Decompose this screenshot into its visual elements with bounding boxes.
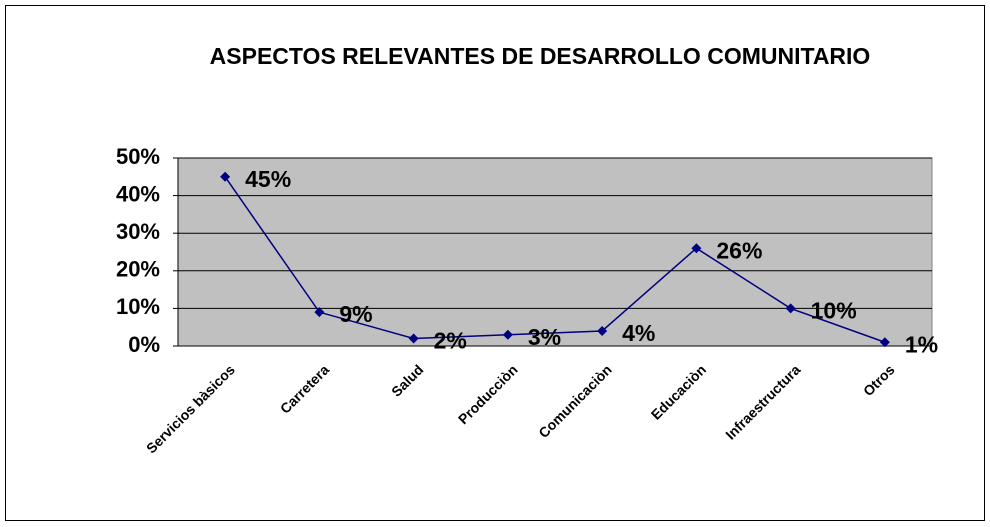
y-tick-label: 0%	[128, 332, 160, 357]
line	[224, 176, 886, 343]
data-label: 4%	[622, 320, 655, 346]
data-label: 10%	[811, 297, 857, 323]
marker	[597, 325, 608, 336]
marker	[220, 171, 231, 182]
data-label: 9%	[339, 301, 372, 327]
data-label: 1%	[905, 331, 938, 357]
marker	[408, 333, 419, 344]
data-label: 45%	[245, 166, 291, 192]
y-tick-label: 20%	[116, 257, 160, 282]
marker	[314, 307, 325, 318]
y-tick-label: 40%	[116, 181, 160, 206]
y-tick-label: 30%	[116, 219, 160, 244]
marker	[879, 337, 890, 348]
data-label: 2%	[434, 328, 467, 354]
data-label: 3%	[528, 324, 561, 350]
y-tick-label: 50%	[116, 144, 160, 169]
marker	[502, 329, 513, 340]
marker	[691, 243, 702, 254]
data-label: 26%	[716, 237, 762, 263]
chart-title: ASPECTOS RELEVANTES DE DESARROLLO COMUNI…	[210, 43, 871, 69]
y-tick-label: 10%	[116, 294, 160, 319]
marker	[785, 303, 796, 314]
